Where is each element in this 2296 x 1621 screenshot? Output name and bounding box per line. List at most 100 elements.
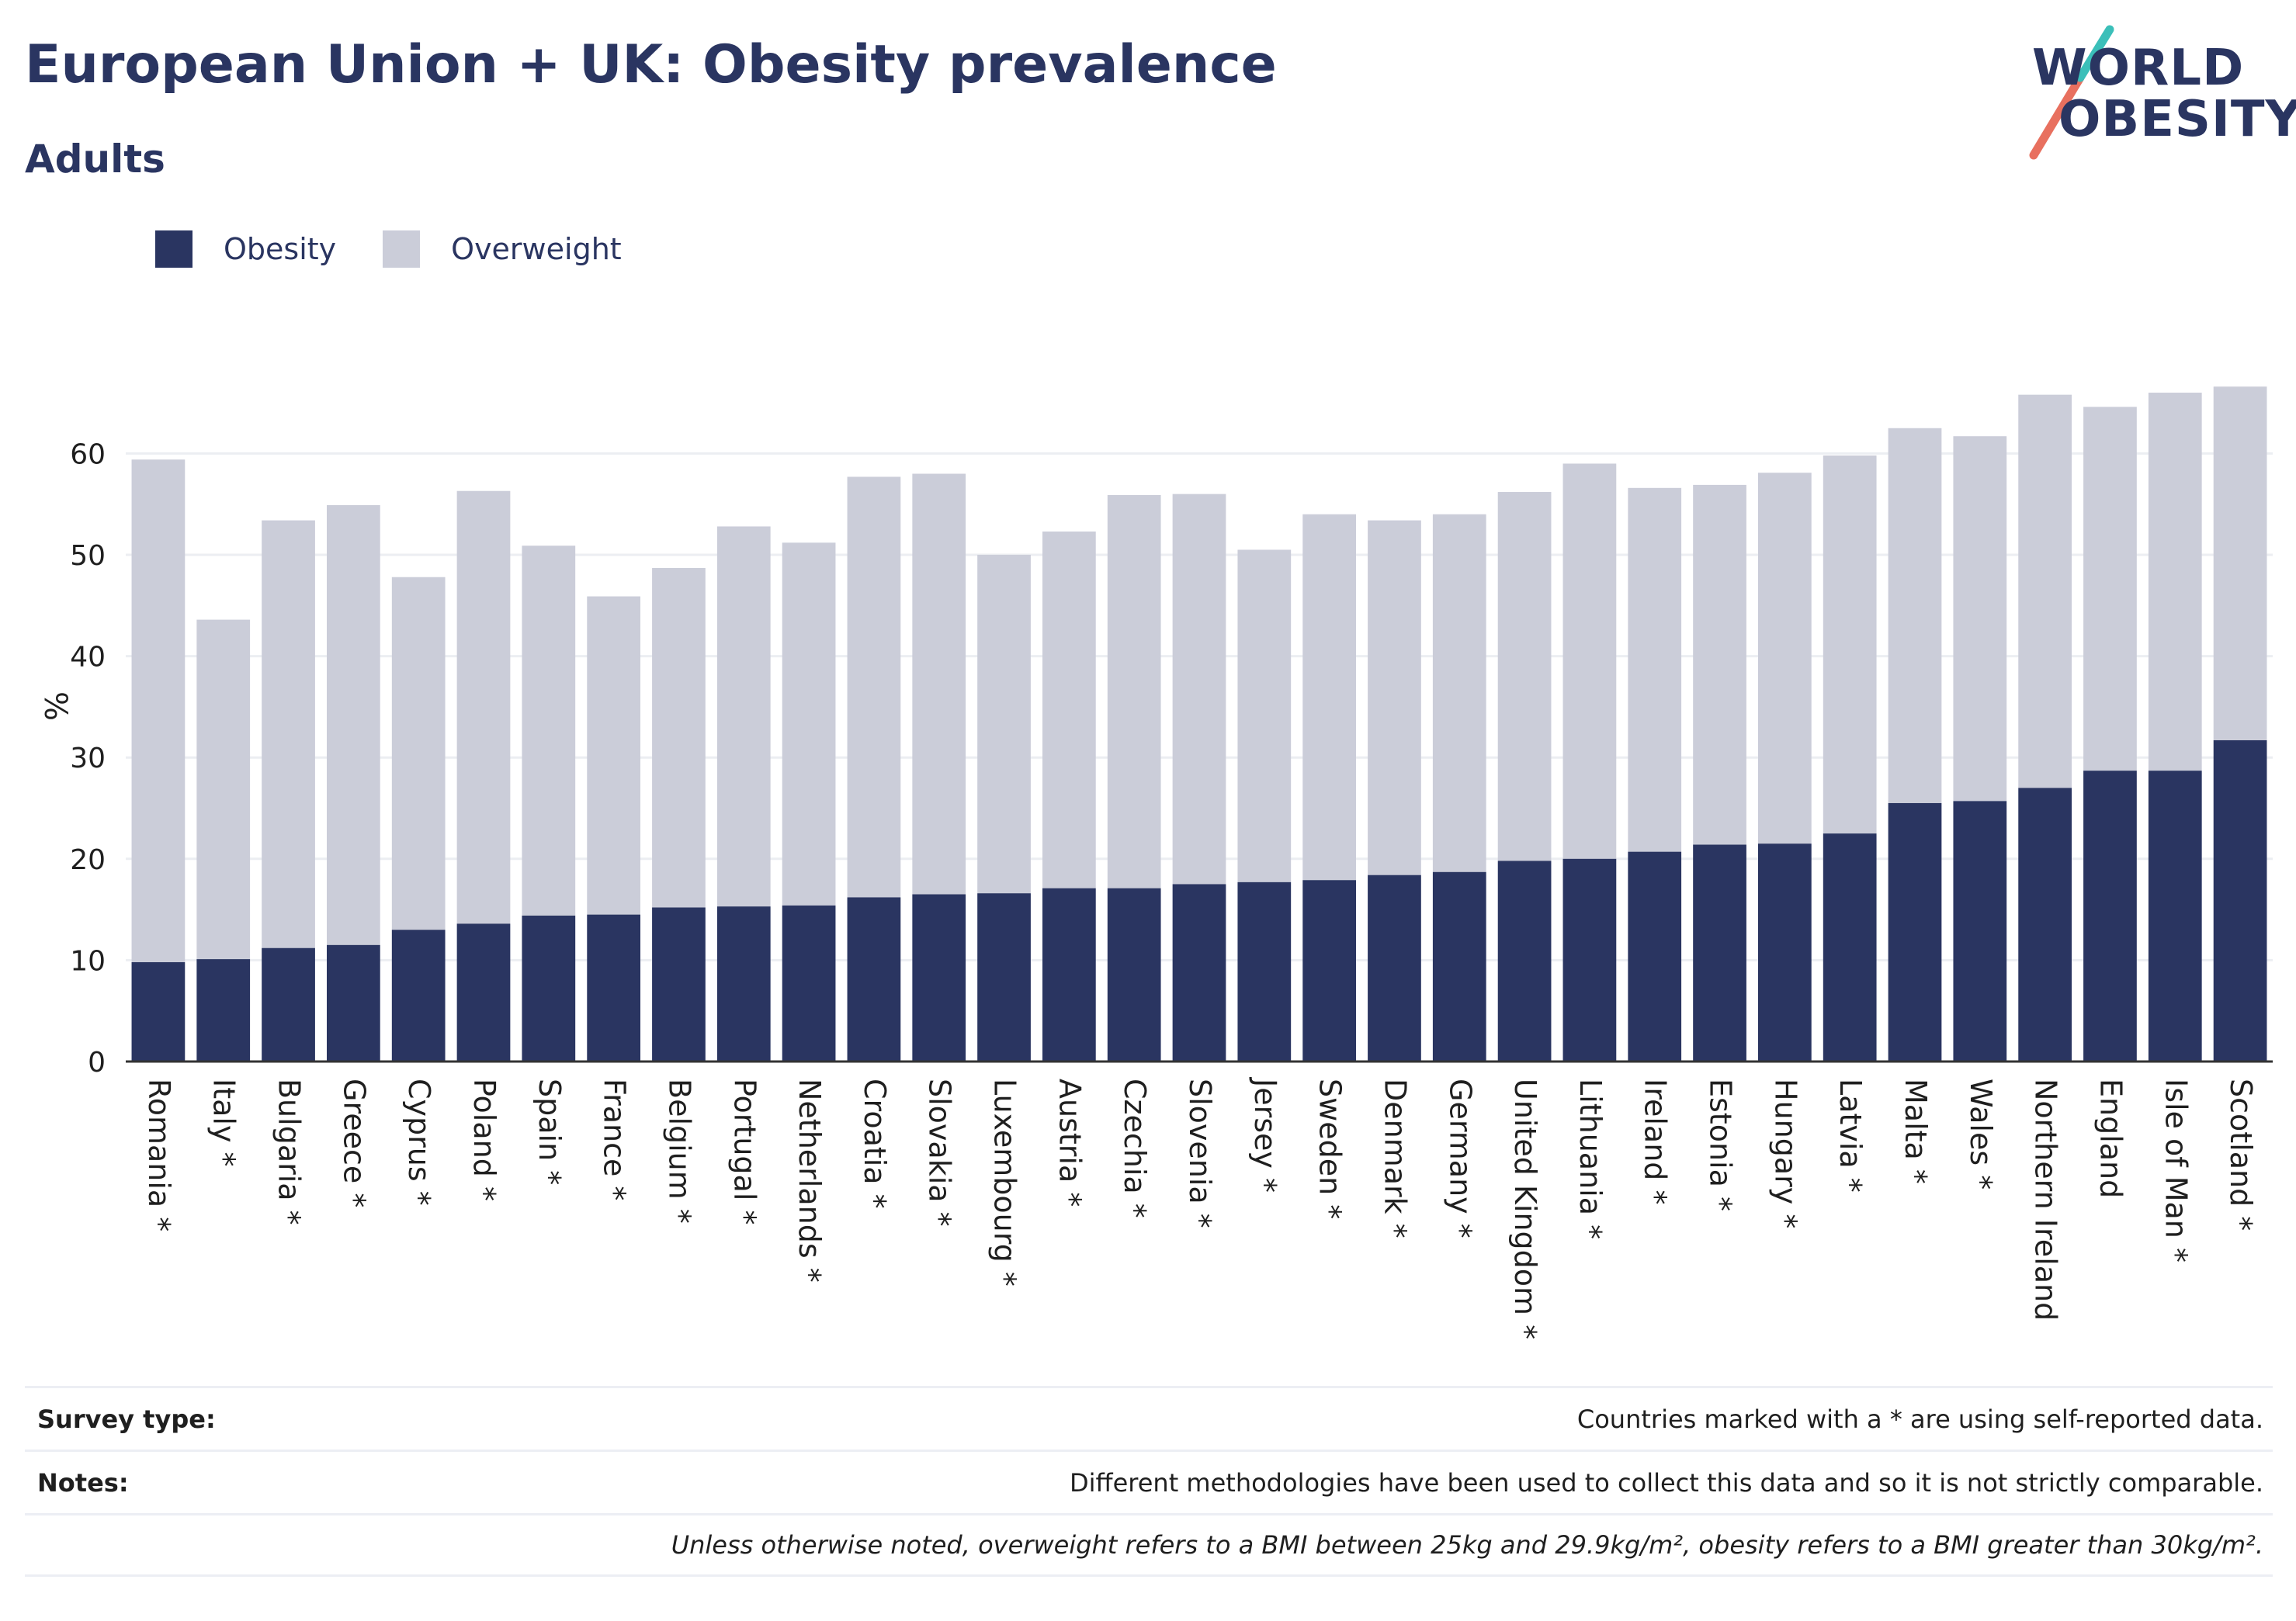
logo-line-2: OBESITY bbox=[2058, 91, 2296, 148]
bar-obesity[interactable] bbox=[782, 905, 836, 1062]
bar-obesity[interactable] bbox=[2083, 771, 2137, 1062]
bar-overweight[interactable] bbox=[196, 619, 251, 960]
y-tick-label: 60 bbox=[70, 438, 106, 470]
bar-obesity[interactable] bbox=[1562, 858, 1617, 1062]
bar-obesity[interactable] bbox=[2018, 788, 2072, 1062]
x-tick-label: Portugal * bbox=[727, 1079, 761, 1224]
bar-overweight[interactable] bbox=[1497, 492, 1552, 861]
legend-item-overweight[interactable]: Overweight bbox=[383, 230, 622, 268]
x-tick-label: Spain * bbox=[532, 1079, 567, 1185]
bar-obesity[interactable] bbox=[522, 915, 576, 1062]
bar-overweight[interactable] bbox=[391, 577, 446, 930]
bar-overweight[interactable] bbox=[1628, 487, 1682, 852]
footer-row-notes: Notes: Different methodologies have been… bbox=[25, 1450, 2273, 1513]
bar-obesity[interactable] bbox=[1823, 833, 1877, 1062]
bar-overweight[interactable] bbox=[1302, 514, 1357, 881]
x-tick-label: Latvia * bbox=[1833, 1079, 1868, 1193]
bar-overweight[interactable] bbox=[782, 542, 836, 906]
bar-overweight[interactable] bbox=[716, 526, 771, 907]
bar-obesity[interactable] bbox=[2213, 739, 2267, 1062]
bar-obesity[interactable] bbox=[1432, 871, 1486, 1062]
bar-overweight[interactable] bbox=[2018, 394, 2072, 788]
chart-footer: Survey type: Countries marked with a * a… bbox=[25, 1386, 2273, 1577]
bar-overweight[interactable] bbox=[1368, 520, 1421, 875]
bar-overweight[interactable] bbox=[847, 476, 901, 898]
bar-overweight[interactable] bbox=[1107, 494, 1161, 888]
bar-overweight[interactable] bbox=[912, 473, 966, 895]
y-tick-label: 40 bbox=[70, 642, 106, 674]
bar-obesity[interactable] bbox=[652, 907, 706, 1062]
bar-obesity[interactable] bbox=[456, 923, 511, 1062]
chart-bars bbox=[131, 386, 2267, 1062]
bar-obesity[interactable] bbox=[131, 962, 186, 1062]
bar-obesity[interactable] bbox=[977, 893, 1031, 1062]
bar-overweight[interactable] bbox=[1172, 494, 1226, 885]
bar-obesity[interactable] bbox=[1172, 884, 1226, 1062]
x-tick-label: Netherlands * bbox=[793, 1079, 827, 1283]
bar-overweight[interactable] bbox=[131, 459, 186, 963]
bar-overweight[interactable] bbox=[977, 555, 1031, 894]
bar-overweight[interactable] bbox=[456, 490, 511, 924]
bar-obesity[interactable] bbox=[716, 906, 771, 1062]
bar-obesity[interactable] bbox=[587, 914, 641, 1062]
bar-overweight[interactable] bbox=[1237, 549, 1292, 882]
bar-obesity[interactable] bbox=[1042, 888, 1096, 1062]
bar-obesity[interactable] bbox=[1107, 888, 1161, 1062]
bar-overweight[interactable] bbox=[522, 546, 576, 916]
bar-obesity[interactable] bbox=[912, 894, 966, 1062]
bar-obesity[interactable] bbox=[391, 930, 446, 1062]
bar-obesity[interactable] bbox=[196, 959, 251, 1062]
bar-overweight[interactable] bbox=[2083, 407, 2137, 771]
bar-overweight[interactable] bbox=[1757, 473, 1812, 844]
x-tick-label: Jersey * bbox=[1248, 1077, 1282, 1193]
bar-obesity[interactable] bbox=[1953, 801, 2007, 1062]
bar-overweight[interactable] bbox=[587, 596, 641, 915]
bar-overweight[interactable] bbox=[1693, 484, 1746, 845]
bar-overweight[interactable] bbox=[1823, 455, 1877, 834]
y-tick-label: 30 bbox=[70, 743, 106, 774]
bar-obesity[interactable] bbox=[1693, 844, 1746, 1062]
x-tick-label: Northern Ireland bbox=[2029, 1079, 2063, 1321]
chart-legend: Obesity Overweight bbox=[155, 230, 668, 268]
x-tick-label: Slovenia * bbox=[1183, 1079, 1217, 1228]
legend-swatch-obesity bbox=[155, 230, 192, 268]
bar-overweight[interactable] bbox=[652, 567, 706, 908]
x-tick-label: Denmark * bbox=[1378, 1079, 1412, 1238]
x-tick-label: Sweden * bbox=[1313, 1079, 1347, 1219]
bar-obesity[interactable] bbox=[1237, 882, 1292, 1062]
bar-overweight[interactable] bbox=[1562, 463, 1617, 859]
bar-overweight[interactable] bbox=[1042, 531, 1096, 888]
y-tick-label: 20 bbox=[70, 844, 106, 876]
bar-overweight[interactable] bbox=[326, 505, 380, 945]
bar-overweight[interactable] bbox=[2148, 393, 2202, 771]
legend-label-overweight: Overweight bbox=[451, 232, 622, 266]
x-tick-label: Greece * bbox=[337, 1079, 371, 1207]
x-tick-label: Italy * bbox=[207, 1079, 241, 1167]
bar-obesity[interactable] bbox=[1497, 861, 1552, 1062]
x-tick-label: Croatia * bbox=[858, 1079, 892, 1209]
bar-overweight[interactable] bbox=[2213, 386, 2267, 740]
footer-row-definitions: Unless otherwise noted, overweight refer… bbox=[25, 1513, 2273, 1577]
bar-obesity[interactable] bbox=[1888, 802, 1942, 1062]
legend-item-obesity[interactable]: Obesity bbox=[155, 230, 336, 268]
x-tick-label: Hungary * bbox=[1768, 1079, 1802, 1228]
bar-obesity[interactable] bbox=[1757, 843, 1812, 1062]
bar-obesity[interactable] bbox=[326, 944, 380, 1062]
bar-obesity[interactable] bbox=[262, 947, 315, 1062]
bar-overweight[interactable] bbox=[1953, 436, 2007, 802]
x-tick-label: Austria * bbox=[1053, 1079, 1087, 1207]
bar-overweight[interactable] bbox=[262, 520, 315, 948]
bar-obesity[interactable] bbox=[847, 897, 901, 1062]
bar-overweight[interactable] bbox=[1432, 514, 1486, 872]
y-tick-label: 0 bbox=[88, 1047, 106, 1079]
bar-obesity[interactable] bbox=[1628, 851, 1682, 1062]
bar-overweight[interactable] bbox=[1888, 428, 1942, 803]
x-tick-label: Isle of Man * bbox=[2159, 1079, 2193, 1263]
bar-obesity[interactable] bbox=[2148, 771, 2202, 1062]
footer-value: Unless otherwise noted, overweight refer… bbox=[671, 1530, 2263, 1560]
x-tick-label: Poland * bbox=[467, 1079, 501, 1201]
y-tick-label: 10 bbox=[70, 945, 106, 977]
bar-obesity[interactable] bbox=[1302, 880, 1357, 1062]
bar-obesity[interactable] bbox=[1368, 875, 1421, 1062]
footer-value: Countries marked with a * are using self… bbox=[1576, 1404, 2263, 1434]
